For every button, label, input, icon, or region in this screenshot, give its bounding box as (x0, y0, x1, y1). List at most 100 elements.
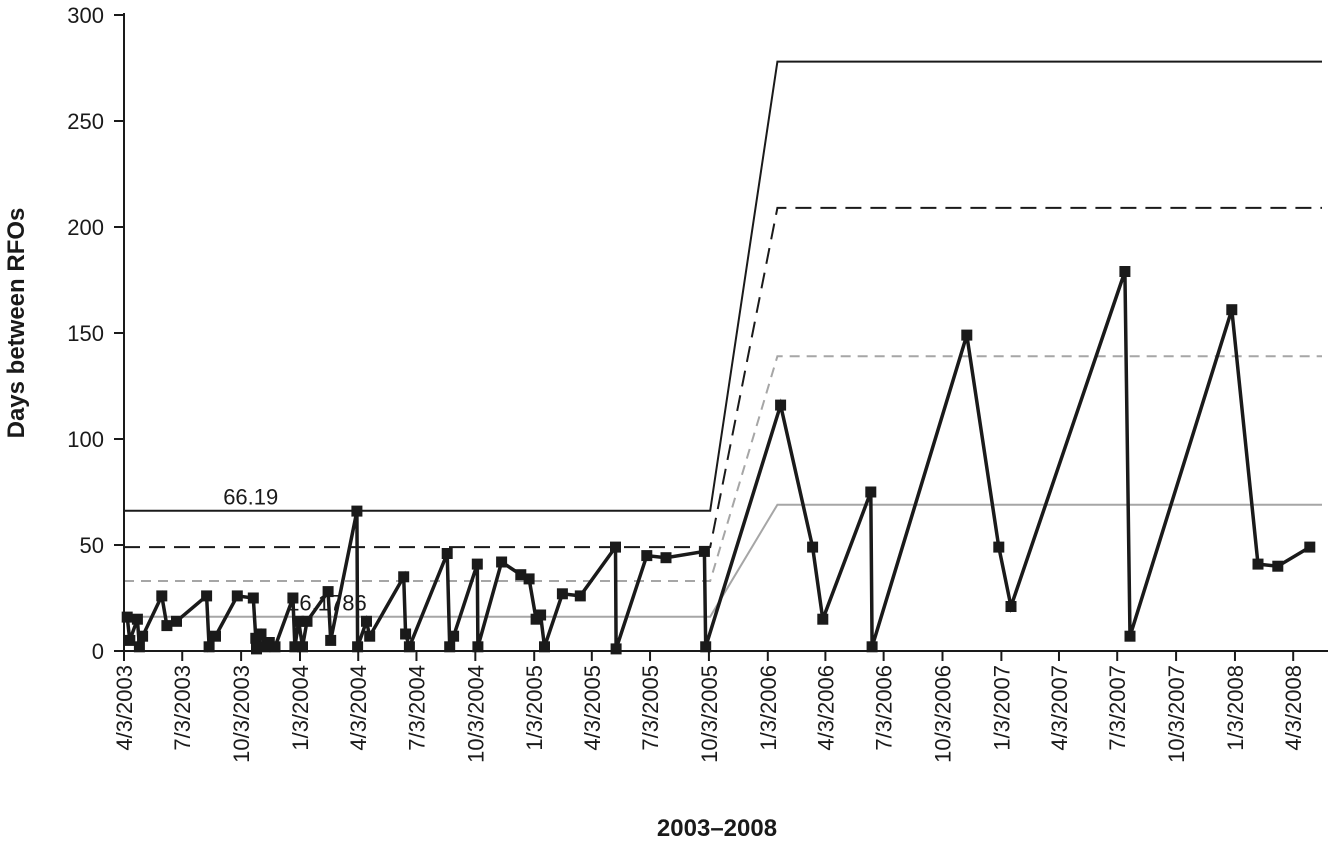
data-point (398, 571, 410, 583)
data-point (993, 541, 1005, 553)
x-tick-labels: 4/3/2003 7/3/2003 10/3/2003 1/3/2004 4/3/200… (112, 665, 1306, 763)
control-line-dashed-black (124, 206, 1322, 549)
data-point (1119, 266, 1131, 277)
data-point (496, 556, 508, 568)
control-line-solid-black (124, 60, 1322, 512)
data-point (556, 588, 568, 600)
annotation-label: 16.1786 (287, 591, 367, 616)
data-point (161, 620, 173, 632)
y-tick-label: 0 (92, 639, 104, 664)
data-point (1226, 304, 1238, 316)
data-point (124, 634, 136, 646)
data-point (1304, 541, 1316, 553)
annotations: 66.19 16.1786 (223, 485, 367, 616)
data-point (137, 630, 149, 642)
data-point (301, 615, 313, 627)
data-point (610, 643, 622, 655)
y-tick-labels: 0 50 100 150 200 250 300 (67, 3, 104, 664)
x-tick-label: 4/3/2008 (1281, 665, 1306, 751)
data-point (660, 552, 672, 564)
annotation-label: 66.19 (223, 485, 278, 510)
data-point (641, 550, 653, 562)
data-point (700, 641, 712, 653)
data-point (961, 329, 973, 341)
x-tick-label: 1/3/2004 (288, 665, 313, 751)
data-point (444, 641, 456, 653)
data-point (287, 592, 299, 604)
data-point (539, 641, 550, 653)
data-point (269, 641, 281, 653)
x-tick-label: 1/3/2005 (522, 665, 547, 751)
data-point (251, 643, 262, 655)
x-tick-label: 4/3/2004 (346, 665, 371, 751)
data-point (471, 558, 483, 570)
series-layer (125, 270, 1311, 653)
x-tick-label: 7/3/2005 (638, 665, 663, 751)
data-point (203, 641, 215, 653)
data-point (171, 615, 182, 627)
data-point (361, 615, 372, 627)
data-point (210, 630, 221, 642)
data-point (247, 592, 259, 604)
x-tick-label: 1/3/2006 (756, 665, 781, 751)
data-point (448, 630, 460, 642)
y-tick-label: 300 (67, 3, 104, 28)
data-point (403, 641, 415, 653)
data-point (807, 541, 819, 553)
data-point (1252, 558, 1264, 570)
data-point (817, 613, 829, 625)
data-point (325, 634, 337, 646)
x-tick-label: 7/3/2007 (1105, 665, 1130, 751)
x-tick-label: 10/3/2007 (1164, 665, 1189, 763)
x-tick-label: 7/3/2004 (405, 665, 430, 751)
data-point (574, 590, 586, 602)
data-point (400, 628, 412, 640)
data-point (865, 486, 877, 498)
x-tick-label: 4/3/2006 (813, 665, 838, 751)
x-tick-label: 7/3/2003 (170, 665, 195, 751)
data-point (523, 573, 535, 585)
data-point (472, 641, 484, 653)
control-lines (124, 60, 1322, 618)
y-axis-title: Days between RFOs (3, 208, 30, 439)
marker-layer (121, 266, 1316, 655)
data-point (441, 548, 453, 559)
x-tick-label: 10/3/2003 (229, 665, 254, 763)
data-point (610, 541, 621, 553)
data-point (515, 569, 527, 581)
data-point (322, 586, 334, 598)
x-tick-label: 4/3/2003 (112, 665, 137, 751)
data-point (231, 590, 243, 602)
data-point (352, 641, 364, 653)
x-axis-title: 2003–2008 (657, 815, 777, 842)
data-point (364, 630, 376, 642)
data-point (131, 613, 143, 625)
data-point (775, 399, 787, 411)
data-point (1124, 630, 1136, 642)
data-point (535, 609, 547, 621)
y-tick-label: 100 (67, 427, 104, 452)
x-tick-label: 1/3/2007 (989, 665, 1014, 751)
control-line-dashed-gray (124, 355, 1322, 582)
series-line (125, 270, 1311, 653)
control-line-solid-gray (124, 503, 1322, 618)
data-point (1005, 601, 1017, 612)
data-point (1272, 560, 1284, 572)
x-tick-label: 10/3/2005 (697, 665, 722, 763)
data-point (866, 641, 878, 653)
data-point (351, 505, 363, 517)
data-point (201, 590, 213, 602)
x-tick-label: 4/3/2007 (1047, 665, 1072, 751)
y-tick-label: 200 (67, 215, 104, 240)
y-tick-label: 50 (80, 533, 104, 558)
data-point (289, 641, 301, 653)
axes (114, 13, 1328, 661)
x-tick-label: 10/3/2004 (463, 665, 488, 763)
x-tick-label: 10/3/2006 (931, 665, 956, 763)
x-tick-label: 4/3/2005 (580, 665, 605, 751)
data-point (293, 615, 305, 627)
data-point (255, 628, 267, 640)
data-point (156, 590, 168, 602)
